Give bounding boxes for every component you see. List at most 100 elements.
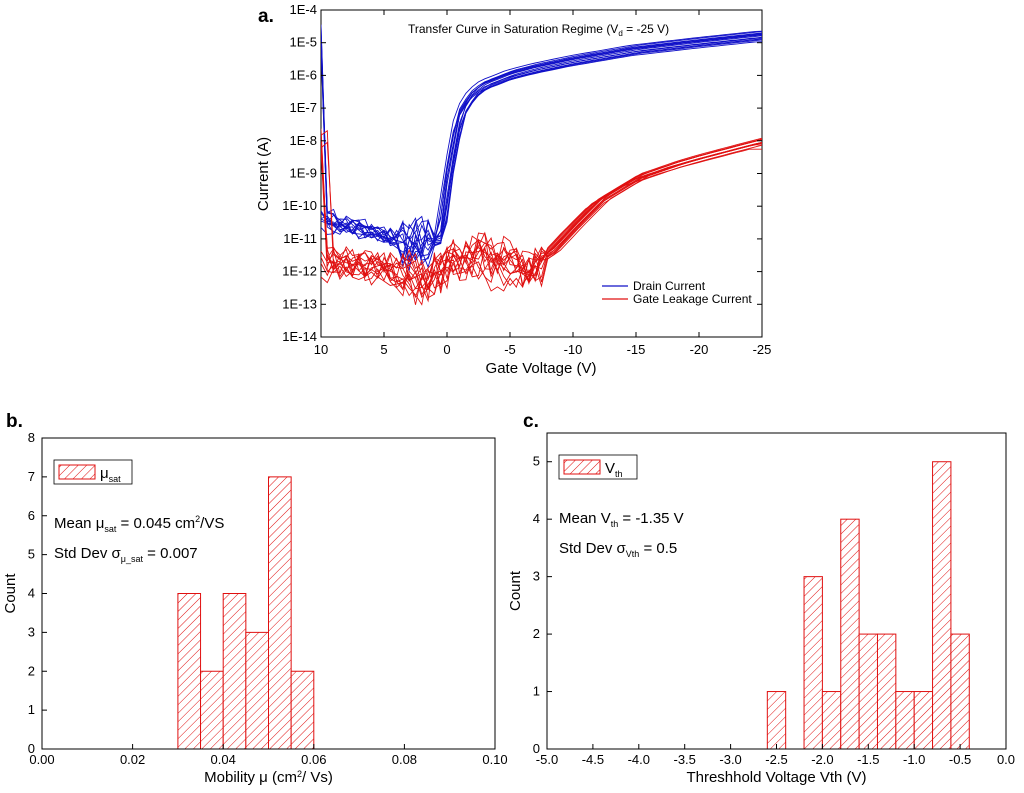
panel-a-y-tick-label: 1E-6 xyxy=(290,67,317,82)
panel-c-histogram-bar xyxy=(913,691,934,750)
panel-b: b. 0.00 0.02 0.04 0.06 0.08 0.10 0 1 2 3 4 5 6 7 8 Mobi… xyxy=(2,411,508,786)
panel-b-legend-label: μsat xyxy=(100,465,121,484)
panel-b-x-tick-label: 0.10 xyxy=(482,752,507,767)
panel-b-y-axis-label: Count xyxy=(2,573,19,614)
panel-a-y-tick-label: 1E-14 xyxy=(282,329,317,344)
panel-b-histogram-bar xyxy=(177,593,202,750)
panel-a-y-tick-label: 1E-11 xyxy=(283,231,317,246)
panel-a-y-tick-label: 1E-10 xyxy=(282,198,317,213)
panel-c-legend-label: Vth xyxy=(605,460,623,479)
panel-a-legend-label: Drain Current xyxy=(633,279,706,293)
panel-c-y-tick-label: 4 xyxy=(533,511,540,526)
panel-b-label: b. xyxy=(6,411,23,432)
panel-a-y-tick-label: 1E-4 xyxy=(290,2,317,17)
panel-c-y-tick-label: 3 xyxy=(533,569,540,584)
panel-b-annotation: Mean μsat = 0.045 cm2/VS xyxy=(54,514,224,534)
panel-b-legend-box xyxy=(53,459,133,485)
panel-b-histogram-bar xyxy=(222,593,247,750)
panel-c-histogram-bar xyxy=(932,461,952,750)
gate-leakage-curve xyxy=(321,139,762,296)
panel-b-x-tick-label: 0.08 xyxy=(392,752,417,767)
drain-current-curve xyxy=(321,32,762,259)
panel-a-curves xyxy=(321,24,762,306)
gate-leakage-curve xyxy=(321,144,762,299)
panel-b-histogram-bar xyxy=(268,476,292,750)
panel-c-y-tick-label: 5 xyxy=(533,454,540,469)
panel-c-histogram-bar xyxy=(766,691,787,750)
panel-c-x-tick-label: -1.5 xyxy=(857,752,879,767)
panel-a-y-axis-label: Current (A) xyxy=(255,137,272,211)
drain-current-curve xyxy=(321,39,762,269)
panel-b-x-tick-label: 0.02 xyxy=(120,752,145,767)
panel-a-title: Transfer Curve in Saturation Regime (Vd … xyxy=(408,22,669,38)
drain-current-curve xyxy=(321,24,762,262)
panel-c-x-tick-label: -0.5 xyxy=(949,752,971,767)
panel-c-legend-swatch xyxy=(563,459,601,475)
panel-b-y-tick-label: 5 xyxy=(28,547,35,562)
drain-current-curve xyxy=(321,41,762,253)
panel-c-histogram-bar xyxy=(895,691,915,750)
panel-b-y-tick-label: 3 xyxy=(28,624,35,639)
panel-c-x-tick-label: -3.5 xyxy=(673,752,695,767)
panel-b-y-tick-label: 2 xyxy=(28,663,35,678)
panel-a-y-tick-label: 1E-13 xyxy=(282,296,317,311)
gate-leakage-curve xyxy=(321,137,762,290)
panel-b-x-tick-label: 0.00 xyxy=(29,752,54,767)
panel-c-histogram-bar xyxy=(858,633,878,750)
panel-c-x-axis-label: Threshhold Voltage Vth (V) xyxy=(686,769,866,786)
panel-a-x-tick-label: 5 xyxy=(380,342,387,357)
drain-current-curve xyxy=(321,36,762,260)
panel-c-annotation: Std Dev σVth = 0.5 xyxy=(559,540,677,559)
panel-c-x-tick-label: -2.5 xyxy=(765,752,787,767)
panel-b-y-tick-label: 6 xyxy=(28,508,35,523)
panel-a-label: a. xyxy=(258,6,274,27)
panel-c-histogram-bar xyxy=(803,576,823,750)
gate-leakage-curve xyxy=(321,142,762,297)
panel-c-legend-box xyxy=(558,454,638,480)
panel-a-x-tick-label: -25 xyxy=(753,342,772,357)
panel-c-x-tick-label: -4.0 xyxy=(628,752,650,767)
panel-c-x-tick-label: -4.5 xyxy=(582,752,604,767)
panel-c-histogram-bar xyxy=(876,633,897,750)
panel-a-y-tick-label: 1E-8 xyxy=(290,133,317,148)
drain-current-curve xyxy=(321,25,762,260)
panel-c-x-tick-label: -3.0 xyxy=(719,752,741,767)
panel-a-legend-label: Gate Leakage Current xyxy=(633,292,752,306)
panel-b-y-tick-label: 0 xyxy=(28,741,35,756)
panel-b-y-tick-label: 7 xyxy=(28,469,35,484)
panel-a-x-tick-label: -20 xyxy=(690,342,709,357)
panel-a-y-tick-label: 1E-9 xyxy=(290,166,317,181)
panel-a-y-tick-label: 1E-12 xyxy=(282,264,317,279)
panel-a-x-tick-label: 10 xyxy=(314,342,328,357)
panel-b-y-tick-label: 8 xyxy=(28,430,35,445)
drain-current-curve xyxy=(321,34,762,259)
panel-b-x-axis-label: Mobility μ (cm2/ Vs) xyxy=(204,769,333,786)
panel-a-x-tick-label: -5 xyxy=(504,342,516,357)
panel-c-histogram-bar xyxy=(840,518,860,750)
panel-c-legend: Vth xyxy=(558,454,638,480)
panel-c-histogram-bar xyxy=(821,691,842,750)
drain-current-curve xyxy=(321,33,762,268)
panel-c-histogram-bar xyxy=(950,633,970,750)
panel-c-annotation: Mean Vth = -1.35 V xyxy=(559,510,684,529)
panel-b-histogram-bar xyxy=(200,670,224,750)
panel-b-legend-swatch xyxy=(58,464,96,480)
panel-c: c. -5.0 -4.5 -4.0 -3.5 -3.0 -2.5 -2.0 -1.5 -1.0 -… xyxy=(507,411,1015,786)
panel-a: a. 10 5 0 -5 -10 -15 -20 -25 1E-14 1E-13 1E-12 1E-1… xyxy=(255,2,771,377)
panel-b-x-tick-label: 0.04 xyxy=(211,752,236,767)
panel-c-x-tick-label: -2.0 xyxy=(811,752,833,767)
panel-c-label: c. xyxy=(523,411,539,432)
panel-a-x-axis-label: Gate Voltage (V) xyxy=(486,360,597,377)
drain-current-curve xyxy=(321,35,762,264)
panel-a-y-tick-label: 1E-7 xyxy=(290,100,317,115)
panel-c-x-tick-label: -5.0 xyxy=(536,752,558,767)
panel-c-x-tick-label: 0.0 xyxy=(997,752,1015,767)
panel-b-annotation: Std Dev σμ_sat = 0.007 xyxy=(54,545,198,564)
panel-a-y-tick-label: 1E-5 xyxy=(290,35,317,50)
panel-b-y-tick-label: 1 xyxy=(28,702,35,717)
panel-c-y-tick-label: 0 xyxy=(533,741,540,756)
panel-a-x-tick-label: 0 xyxy=(443,342,450,357)
panel-b-x-tick-label: 0.06 xyxy=(301,752,326,767)
panel-c-y-tick-label: 1 xyxy=(533,684,540,699)
